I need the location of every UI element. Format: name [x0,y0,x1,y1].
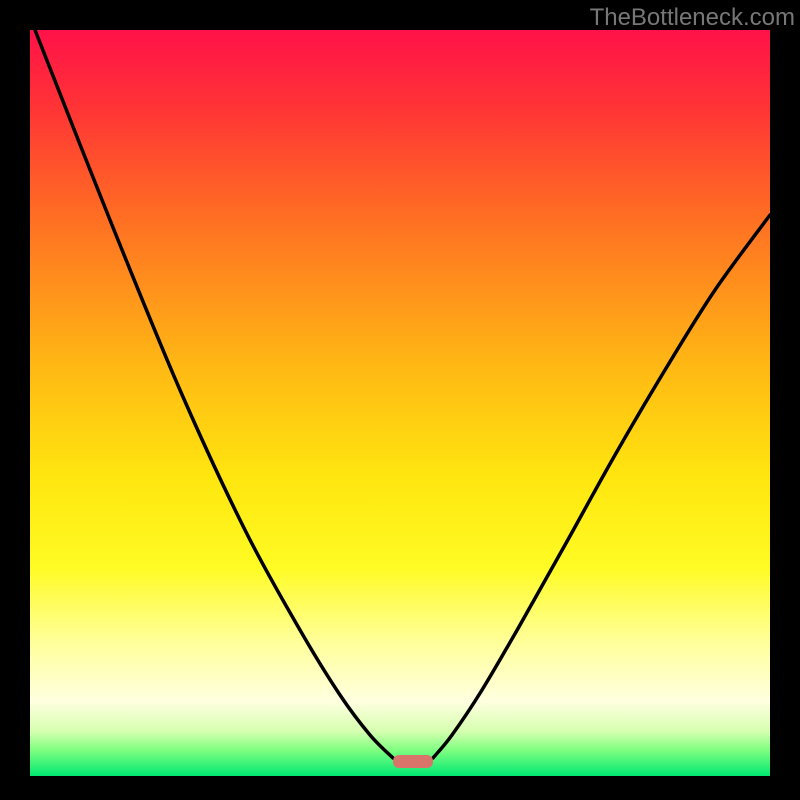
plot-area [30,30,770,776]
watermark-text: TheBottleneck.com [590,4,795,32]
chart-container: TheBottleneck.com [0,0,800,800]
bottleneck-marker [393,755,433,768]
chart-svg [0,0,800,800]
